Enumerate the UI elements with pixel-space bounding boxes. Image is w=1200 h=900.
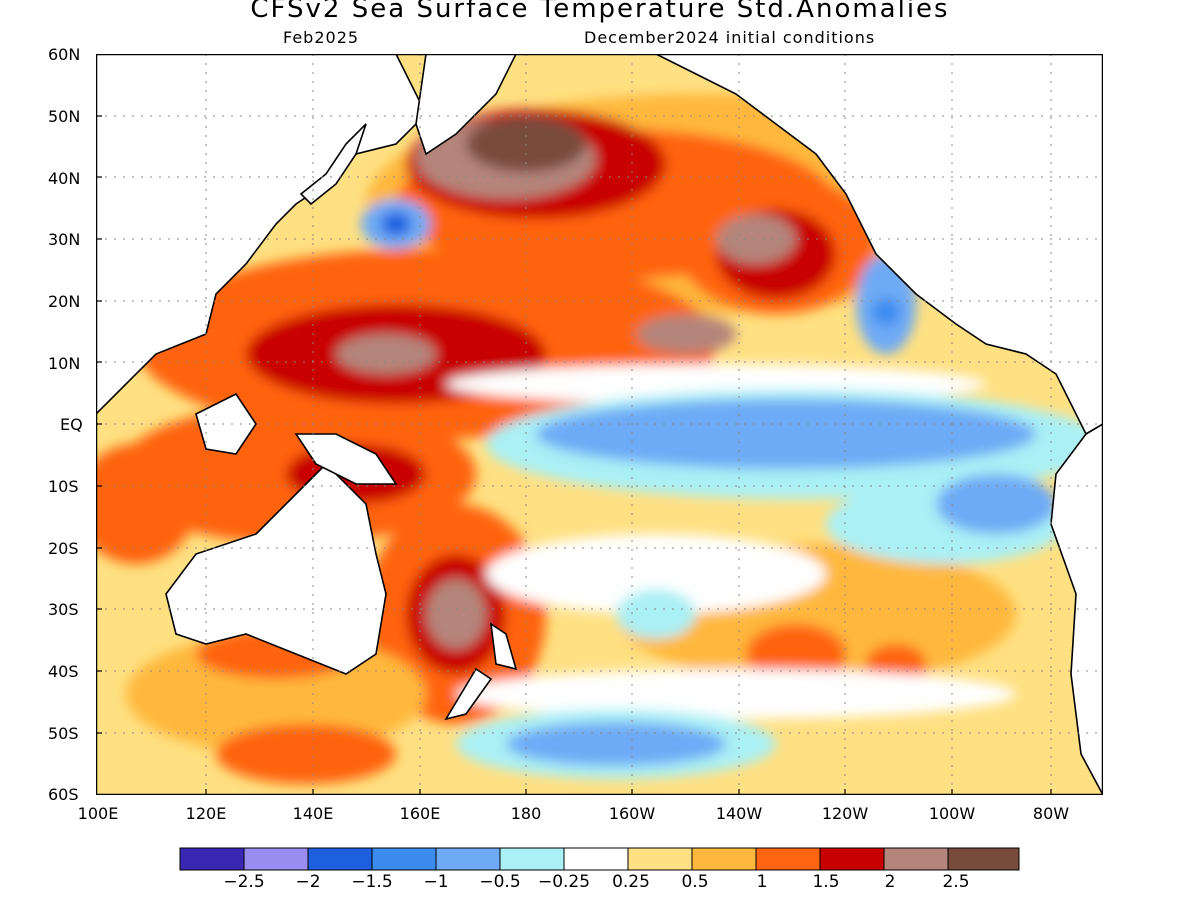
colorbar-label: −2.5	[223, 872, 265, 892]
colorbar-swatch	[371, 847, 437, 871]
colorbar-swatch	[243, 847, 309, 871]
lon-label-180: 180	[510, 804, 542, 823]
colorbar-swatch	[819, 847, 885, 871]
colorbar-swatch	[691, 847, 757, 871]
new-guinea	[294, 433, 398, 485]
colorbar-swatch	[499, 847, 565, 871]
colorbar-swatch	[947, 847, 1020, 871]
lat-label-20s: 20S	[48, 539, 79, 558]
lon-label-100e: 100E	[77, 804, 119, 823]
colorbar-label: 2.5	[942, 872, 970, 892]
lat-label-30s: 30S	[48, 600, 79, 619]
colorbar-label: −0.25	[537, 872, 591, 892]
colorbar-label: 0.25	[612, 872, 650, 892]
lon-label-120w: 120W	[821, 804, 869, 823]
kamchatka	[415, 54, 517, 156]
lat-label-50s: 50S	[48, 724, 79, 743]
colorbar-label: −0.5	[479, 872, 521, 892]
colorbar-label: 1	[756, 872, 768, 892]
lon-label-80w: 80W	[1032, 804, 1070, 823]
lat-label-60s: 60S	[48, 785, 79, 804]
colorbar-label: −1	[423, 872, 449, 892]
initial-conditions: December2024 initial conditions	[584, 28, 876, 47]
colorbar-swatch	[179, 847, 245, 871]
lon-label-160e: 160E	[399, 804, 441, 823]
borneo	[195, 392, 257, 455]
colorbar-label: −1.5	[351, 872, 393, 892]
lat-label-50n: 50N	[48, 107, 81, 126]
australia	[165, 462, 387, 675]
colorbar-swatch	[307, 847, 373, 871]
lon-label-140w: 140W	[715, 804, 763, 823]
sst-anomaly-map	[96, 54, 1103, 795]
lat-label-40s: 40S	[48, 662, 79, 681]
colorbar-label: 1.5	[812, 872, 840, 892]
lon-label-140e: 140E	[292, 804, 334, 823]
lat-label-20n: 20N	[48, 292, 81, 311]
lon-label-100w: 100W	[928, 804, 976, 823]
continents	[96, 54, 1103, 795]
colorbar-swatch	[435, 847, 501, 871]
axis-ticks	[96, 115, 1052, 795]
lon-label-120e: 120E	[185, 804, 227, 823]
new-zealand-north	[489, 622, 518, 671]
colorbar-swatch	[755, 847, 821, 871]
colorbar-label: 0.5	[681, 872, 709, 892]
lat-label-eq: EQ	[60, 415, 83, 434]
colorbar-label: 2	[884, 872, 896, 892]
colorbar	[179, 847, 1020, 871]
lat-label-10s: 10S	[48, 477, 79, 496]
forecast-month: Feb2025	[283, 28, 360, 47]
lat-label-40n: 40N	[48, 169, 81, 188]
lon-label-160w: 160W	[608, 804, 656, 823]
lat-label-10n: 10N	[48, 354, 81, 373]
graticule	[96, 54, 1103, 795]
colorbar-swatch	[627, 847, 693, 871]
new-zealand-south	[444, 667, 493, 721]
colorbar-swatch	[563, 847, 629, 871]
colorbar-label: −2	[295, 872, 321, 892]
lat-label-30n: 30N	[48, 230, 81, 249]
map-title: CFSv2 Sea Surface Temperature Std.Anomal…	[250, 0, 950, 24]
lat-label-60n: 60N	[48, 45, 81, 64]
anomaly-field	[96, 59, 1103, 784]
colorbar-swatch	[883, 847, 949, 871]
